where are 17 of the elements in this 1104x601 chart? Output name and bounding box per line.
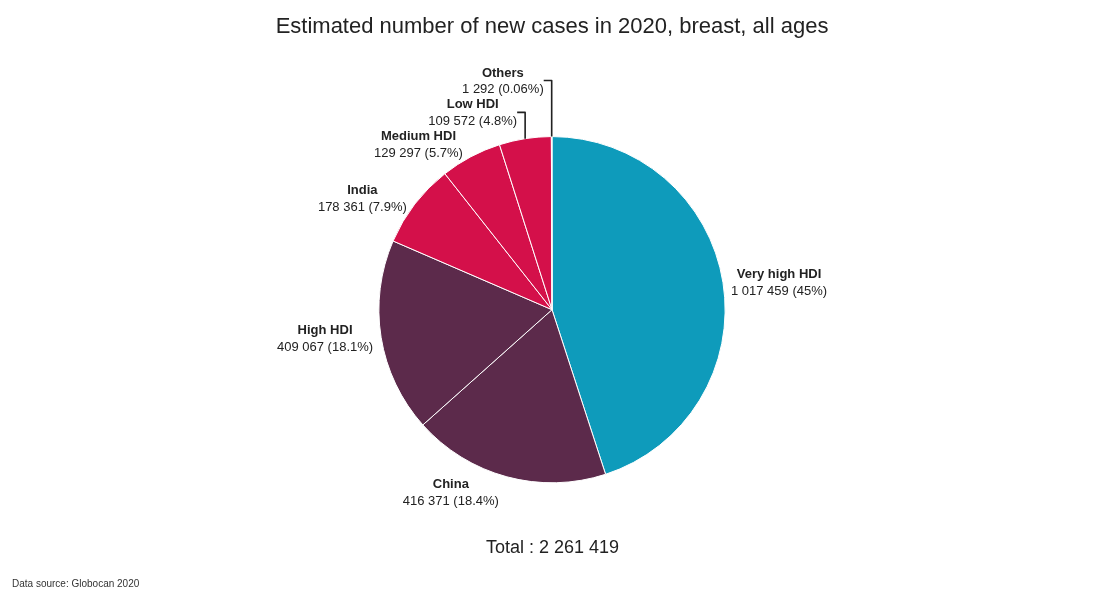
data-label: 416 371 (18.4%) xyxy=(402,492,499,508)
data-label: 409 067 (18.1%) xyxy=(277,338,374,354)
text: Total : 2 261 419 xyxy=(486,537,620,557)
slice-label: Others xyxy=(481,64,524,80)
slice-label: High HDI xyxy=(297,321,353,337)
data-label: 1 017 459 (45%) xyxy=(730,283,828,299)
slice-label: India xyxy=(347,182,379,198)
chart-title: Estimated number of new cases in 2020, breast, all ages xyxy=(275,13,829,39)
data-label: 109 572 (4.8%) xyxy=(428,113,518,129)
data-label: 129 297 (5.7%) xyxy=(374,145,463,161)
slice-label: Very high HDI xyxy=(736,266,822,282)
source-note: Data source: Globocan 2020 xyxy=(12,578,140,589)
slice-label: Medium HDI xyxy=(380,128,457,144)
data-label: 178 361 (7.9%) xyxy=(317,199,407,215)
data-label: 1 292 (0.06%) xyxy=(462,81,544,97)
slice-label: Low HDI xyxy=(446,96,499,112)
slice-label: China xyxy=(432,475,470,491)
